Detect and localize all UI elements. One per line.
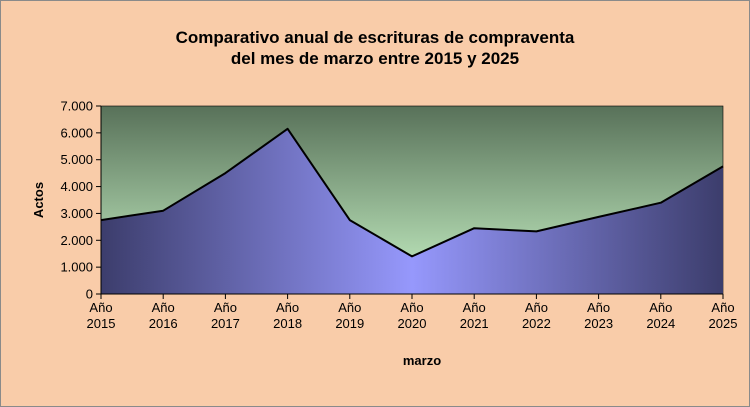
x-tick-label-9: Año 2024 xyxy=(646,300,675,331)
x-tick-label-2: Año 2017 xyxy=(211,300,240,331)
y-tick-label-1: 1.000 xyxy=(60,260,93,275)
x-tick-label-8: Año 2023 xyxy=(584,300,613,331)
x-tick-label-0: Año 2015 xyxy=(87,300,116,331)
chart-title-line-1: Comparativo anual de escrituras de compr… xyxy=(175,28,575,47)
chart-title: Comparativo anual de escrituras de compr… xyxy=(1,27,749,69)
area-series-line xyxy=(100,127,724,258)
x-tick-label-4: Año 2019 xyxy=(335,300,364,331)
x-tick-label-6: Año 2021 xyxy=(460,300,489,331)
y-tick-label-5: 5.000 xyxy=(60,152,93,167)
y-tick-label-2: 2.000 xyxy=(60,233,93,248)
chart-title-line-2: del mes de marzo entre 2015 y 2025 xyxy=(230,49,520,68)
y-tick-label-7: 7.000 xyxy=(60,99,93,114)
x-tick-label-7: Año 2022 xyxy=(522,300,551,331)
x-tick-label-1: Año 2016 xyxy=(149,300,178,331)
y-tick-label-4: 4.000 xyxy=(60,179,93,194)
x-tick-label-5: Año 2020 xyxy=(398,300,427,331)
area-series-fill xyxy=(101,128,723,294)
y-tick-label-3: 3.000 xyxy=(60,206,93,221)
y-tick-label-6: 6.000 xyxy=(60,125,93,140)
x-axis-title: marzo xyxy=(403,353,441,368)
x-tick-label-3: Año 2018 xyxy=(273,300,302,331)
y-axis-title: Actos xyxy=(31,182,46,218)
x-tick-label-10: Año 2025 xyxy=(709,300,738,331)
y-tick-label-0: 0 xyxy=(86,287,93,302)
